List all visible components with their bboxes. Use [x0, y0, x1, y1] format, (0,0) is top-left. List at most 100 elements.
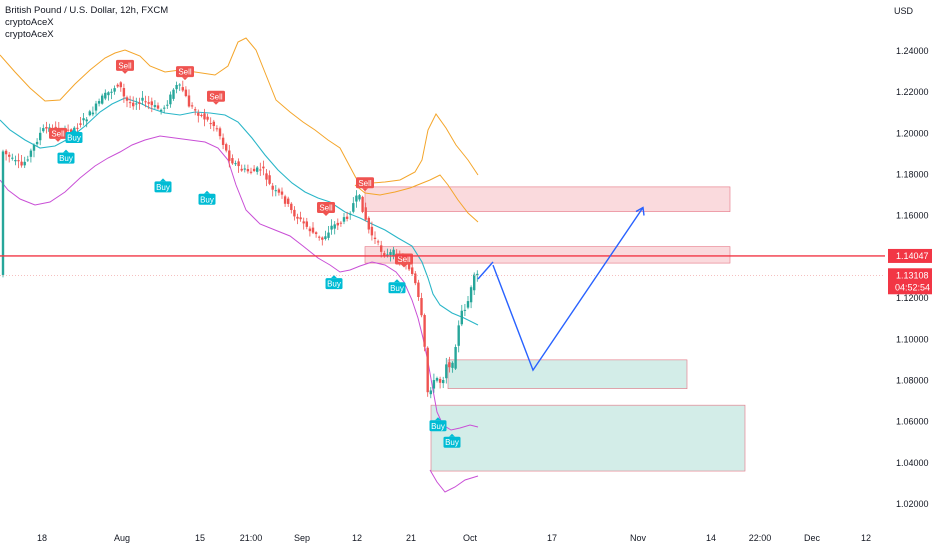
price-tick-label: 1.02000 — [896, 499, 929, 509]
candle-body — [420, 298, 423, 316]
candle-body — [206, 116, 209, 120]
candle-body — [169, 94, 172, 105]
candle-body — [364, 207, 367, 220]
buy-signal-box — [325, 278, 343, 290]
lines-layer — [0, 206, 885, 372]
candle-body — [426, 347, 429, 393]
candle-body — [79, 123, 82, 125]
candle-body — [215, 128, 219, 130]
chart-legend: British Pound / U.S. Dollar, 12h, FXCM c… — [5, 5, 168, 41]
candle-body — [82, 118, 85, 121]
last-price-tag — [888, 268, 932, 295]
signal-pointer — [362, 188, 368, 192]
candle-body — [35, 141, 39, 145]
sell-signal-label: Sell — [209, 92, 223, 101]
candle-body — [181, 87, 184, 91]
candle-body — [91, 112, 95, 115]
candle-body — [200, 114, 203, 116]
candle-body — [110, 91, 113, 93]
buy-signal-label: Buy — [156, 183, 170, 192]
time-tick-label: Aug — [114, 533, 130, 543]
price-axis[interactable]: USD 1.24000 1.22000 1.20000 1.18000 1.16000 1.… — [888, 6, 932, 509]
price-tick-label: 1.12000 — [896, 293, 929, 303]
candle-body — [386, 254, 389, 256]
price-tick-label: 1.08000 — [896, 375, 929, 385]
candle-body — [45, 127, 48, 129]
buy-signal: Buy — [198, 190, 216, 205]
candle-body — [448, 362, 451, 368]
candle-body — [150, 101, 153, 106]
candle-body — [8, 154, 11, 157]
candle-body — [231, 158, 234, 164]
candle-body — [14, 160, 17, 162]
time-tick-label: 15 — [195, 533, 205, 543]
candle-body — [442, 379, 445, 384]
candle-body — [132, 102, 135, 107]
time-axis[interactable]: 18 Aug 15 21:00 Sep 12 21 Oct 17 Nov 14 22:00 Dec 12 — [37, 533, 871, 543]
candle-body — [73, 127, 76, 131]
candle-body — [172, 89, 175, 99]
sell-signal-box — [356, 177, 374, 189]
candle-body — [389, 252, 392, 255]
candle-body — [153, 105, 157, 107]
middle-band — [0, 97, 479, 326]
candle-body — [119, 82, 122, 88]
candle-body — [156, 105, 160, 109]
signal-pointer — [55, 138, 61, 142]
candle-body — [358, 195, 361, 200]
projection-arrowhead — [635, 206, 645, 216]
candle-body — [305, 221, 308, 227]
candle-body — [283, 196, 287, 204]
candle-body — [277, 189, 281, 193]
buy-signal-label: Buy — [431, 422, 445, 431]
buy-signal-box — [443, 436, 461, 448]
candle-body — [476, 273, 479, 276]
candle-body — [473, 274, 476, 291]
sell-signal-label: Sell — [118, 61, 132, 70]
candle-body — [287, 198, 290, 204]
signals-layer: SellSellSellSellSellSellSellBuyBuyBuyBuy… — [49, 59, 461, 448]
price-tick-label: 1.16000 — [896, 211, 929, 221]
candle-body — [66, 129, 70, 131]
candle-body — [42, 128, 45, 132]
candle-body — [243, 168, 246, 170]
time-tick-label: 21 — [406, 533, 416, 543]
candle-body — [259, 169, 262, 171]
sell-signal: Sell — [356, 177, 374, 192]
candles-layer — [1, 80, 479, 399]
signal-pointer — [394, 279, 400, 283]
buy-signal-box — [429, 420, 447, 432]
candle-body — [454, 347, 457, 369]
upper-band-2 — [354, 174, 479, 223]
candle-body — [268, 175, 271, 184]
candle-body — [122, 88, 126, 97]
upper-band-1 — [0, 37, 479, 184]
demand-zone — [430, 404, 746, 472]
sell-signal-box — [116, 59, 134, 71]
candle-body — [125, 97, 129, 101]
candle-body — [423, 315, 426, 347]
buy-signal-label: Buy — [390, 284, 404, 293]
sell-signal-label: Sell — [51, 129, 65, 138]
candle-body — [367, 217, 370, 230]
candle-body — [212, 121, 215, 127]
candle-body — [147, 102, 150, 104]
candle-body — [373, 237, 377, 239]
signal-pointer — [71, 128, 77, 132]
candle-body — [392, 249, 395, 257]
indicator-label-1[interactable]: cryptoAceX — [5, 17, 54, 28]
symbol-title[interactable]: British Pound / U.S. Dollar, 12h, FXCM — [5, 5, 169, 16]
buy-signal: Buy — [443, 433, 461, 448]
projection-path[interactable] — [492, 207, 644, 372]
sell-signal: Sell — [116, 59, 134, 74]
signal-pointer — [204, 190, 210, 194]
candle-body — [94, 103, 98, 111]
candle-body — [17, 160, 20, 162]
buy-signal-label: Buy — [59, 154, 73, 163]
indicator-label-2[interactable]: cryptoAceX — [5, 29, 54, 40]
candle-body — [135, 103, 138, 105]
candle-body — [330, 225, 333, 230]
signal-pointer — [122, 70, 128, 74]
buy-signal: Buy — [388, 279, 406, 294]
